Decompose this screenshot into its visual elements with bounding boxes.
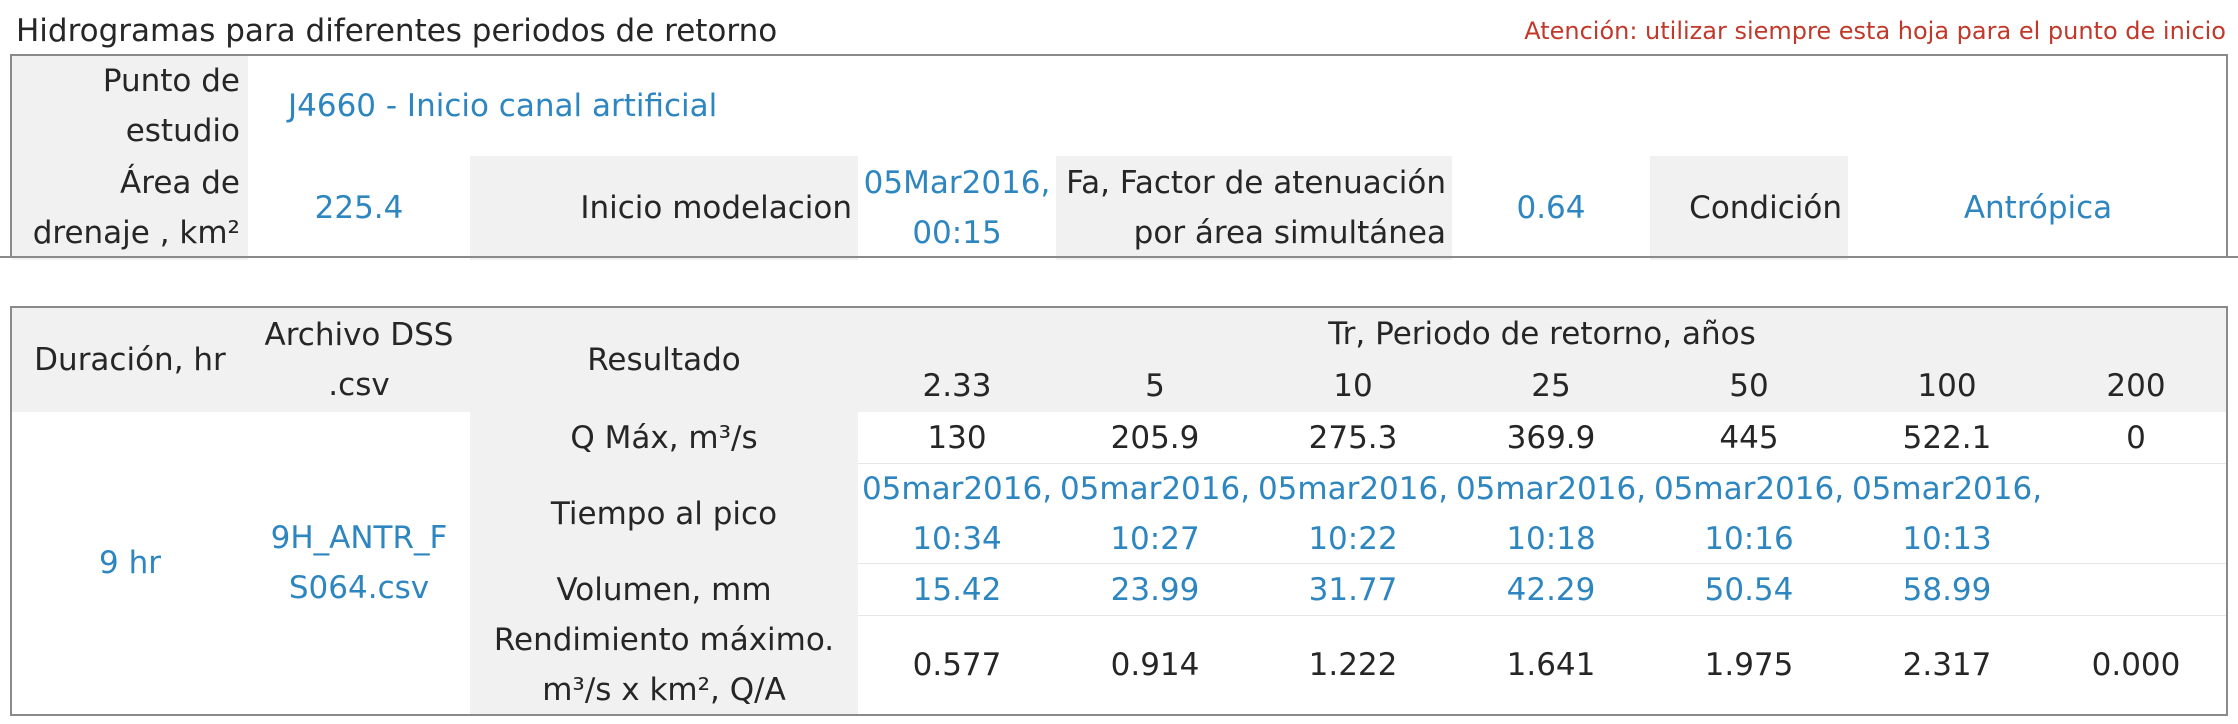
tiempo-cell[interactable]: 05mar2016, 10:16 [1653,471,1845,557]
archivo-value[interactable]: 9H_ANTR_FS064.csv [270,520,448,606]
qmax-cell: 130 [927,420,987,456]
qmax-cell: 369.9 [1506,420,1596,456]
row-divider [858,615,2226,616]
condicion-value[interactable]: Antrópica [1963,190,2113,226]
row-divider [858,463,2226,464]
rendimiento-cell: 1.641 [1506,647,1596,683]
volumen-cell[interactable]: 50.54 [1704,572,1794,608]
warning-note: Atención: utilizar siempre esta hoja par… [1524,17,2226,45]
inicio-value[interactable]: 05Mar2016, 00:15 [863,165,1051,251]
row-label-qmax: Q Máx, m³/s [470,412,858,464]
punto-value[interactable]: J4660 - Inicio canal artificial [288,88,718,124]
tr-value-header: 100 [1917,368,1977,404]
col-resultado-header: Resultado [587,342,741,378]
rendimiento-cell: 2.317 [1902,647,1992,683]
row-label-rendimiento: Rendimiento máximo. m³/s x km², Q/A [470,616,858,714]
rendimiento-cell: 0.000 [2091,647,2181,683]
col-tr-header: Tr, Periodo de retorno, años [1328,316,1756,352]
punto-label: Punto de estudio [12,56,248,156]
table-header-bg [12,308,2226,412]
tr-value-header: 10 [1333,368,1373,404]
condicion-label: Condición [1650,156,1848,260]
results-table: Duración, hr Archivo DSS .csv Resultado … [10,306,2228,716]
inicio-label: Inicio modelacion [470,156,858,260]
col-archivo-header: Archivo DSS .csv [264,317,454,403]
row-divider [858,563,2226,564]
sheet-title: Hidrogramas para diferentes periodos de … [16,13,778,49]
rendimiento-cell: 1.975 [1704,647,1794,683]
volumen-cell[interactable]: 42.29 [1506,572,1596,608]
area-value[interactable]: 225.4 [314,190,404,226]
tr-value-header: 50 [1729,368,1769,404]
panel-divider [0,256,2238,258]
qmax-cell: 205.9 [1110,420,1200,456]
volumen-cell[interactable]: 15.42 [912,572,1002,608]
tr-value-header: 25 [1531,368,1571,404]
volumen-cell[interactable]: 58.99 [1902,572,1992,608]
qmax-cell: 275.3 [1308,420,1398,456]
duracion-value[interactable]: 9 hr [99,545,161,581]
area-label: Área de drenaje , km² [12,156,248,260]
qmax-cell: 0 [2126,420,2146,456]
col-duracion-header: Duración, hr [34,342,226,378]
fa-value[interactable]: 0.64 [1516,190,1586,226]
qmax-cell: 522.1 [1902,420,1992,456]
volumen-cell[interactable]: 23.99 [1110,572,1200,608]
fa-label: Fa, Factor de atenuación por área simult… [1056,156,1452,260]
tr-value-header: 200 [2106,368,2166,404]
tiempo-cell[interactable]: 05mar2016, 10:34 [861,471,1053,557]
tiempo-cell[interactable]: 05mar2016, 10:27 [1059,471,1251,557]
tiempo-cell[interactable] [2046,464,2226,564]
study-info-panel: Punto de estudio J4660 - Inicio canal ar… [10,54,2228,260]
tr-value-header: 2.33 [922,368,992,404]
tiempo-cell[interactable]: 05mar2016, 10:18 [1455,471,1647,557]
volumen-cell[interactable] [2046,564,2226,616]
rendimiento-cell: 1.222 [1308,647,1398,683]
row-label-tiempo: Tiempo al pico [470,464,858,564]
tr-value-header: 5 [1145,368,1165,404]
rendimiento-cell: 0.577 [912,647,1002,683]
qmax-cell: 445 [1719,420,1779,456]
tiempo-cell[interactable]: 05mar2016, 10:13 [1851,471,2043,557]
row-label-volumen: Volumen, mm [470,564,858,616]
rendimiento-cell: 0.914 [1110,647,1200,683]
volumen-cell[interactable]: 31.77 [1308,572,1398,608]
tiempo-cell[interactable]: 05mar2016, 10:22 [1257,471,1449,557]
